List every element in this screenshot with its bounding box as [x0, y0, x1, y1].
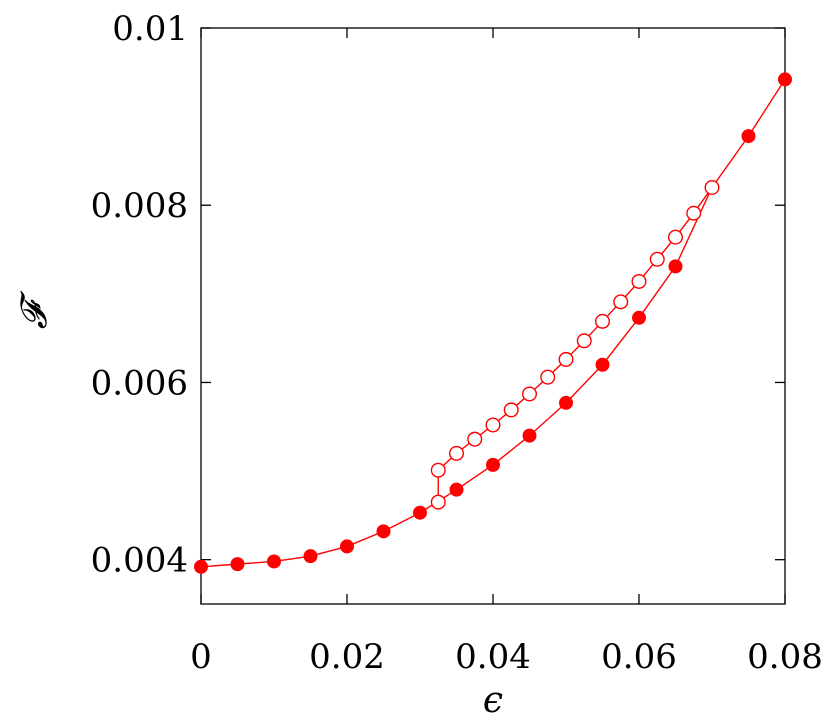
data-point: [649, 251, 665, 267]
data-point: [631, 273, 647, 289]
data-point: [522, 428, 537, 443]
data-point: [503, 402, 519, 418]
data-point: [668, 229, 684, 245]
data-point: [522, 386, 538, 402]
data-point: [741, 129, 756, 144]
y-axis-label: 𝓕: [14, 290, 55, 329]
plot-frame: [200, 27, 786, 605]
data-series: [194, 72, 792, 574]
series-1: [194, 72, 792, 574]
data-point: [194, 559, 208, 574]
data-point: [267, 554, 281, 569]
data-point: [668, 259, 683, 274]
data-point: [413, 505, 427, 520]
axis-tick-labels: 0 0.02 0.04 0.06 0.08 0.004 0.006 0.008 0.01: [91, 9, 823, 677]
data-point: [376, 524, 391, 539]
axis-ticks: [200, 27, 786, 604]
y-tick-label: 0.008: [91, 186, 188, 226]
data-point: [686, 205, 702, 221]
data-point: [485, 417, 501, 433]
data-point: [778, 72, 792, 87]
data-point: [704, 180, 720, 196]
data-point: [486, 457, 500, 472]
x-tick-label: 0.06: [601, 637, 677, 677]
data-point: [540, 369, 556, 385]
data-point: [595, 313, 611, 329]
data-point: [430, 494, 446, 510]
data-point: [340, 539, 354, 554]
x-tick-label: 0: [190, 637, 212, 677]
data-point: [613, 294, 629, 310]
data-point: [558, 351, 574, 367]
data-point: [559, 395, 573, 410]
x-axis-label: ϵ: [483, 680, 503, 720]
data-point: [467, 431, 483, 447]
y-tick-label: 0.01: [112, 9, 188, 49]
x-tick-label: 0.08: [747, 637, 823, 677]
data-point: [632, 310, 646, 325]
x-tick-label: 0.04: [455, 637, 531, 677]
x-tick-label: 0.02: [309, 637, 385, 677]
data-point: [595, 357, 610, 372]
data-point: [430, 462, 446, 478]
y-tick-label: 0.004: [91, 541, 188, 581]
data-point: [576, 333, 592, 349]
data-point: [449, 482, 464, 497]
data-point: [303, 549, 318, 564]
data-point: [449, 445, 465, 461]
y-tick-label: 0.006: [91, 363, 188, 403]
series-line: [200, 79, 786, 568]
data-point: [230, 557, 245, 572]
series-2: [430, 180, 720, 510]
